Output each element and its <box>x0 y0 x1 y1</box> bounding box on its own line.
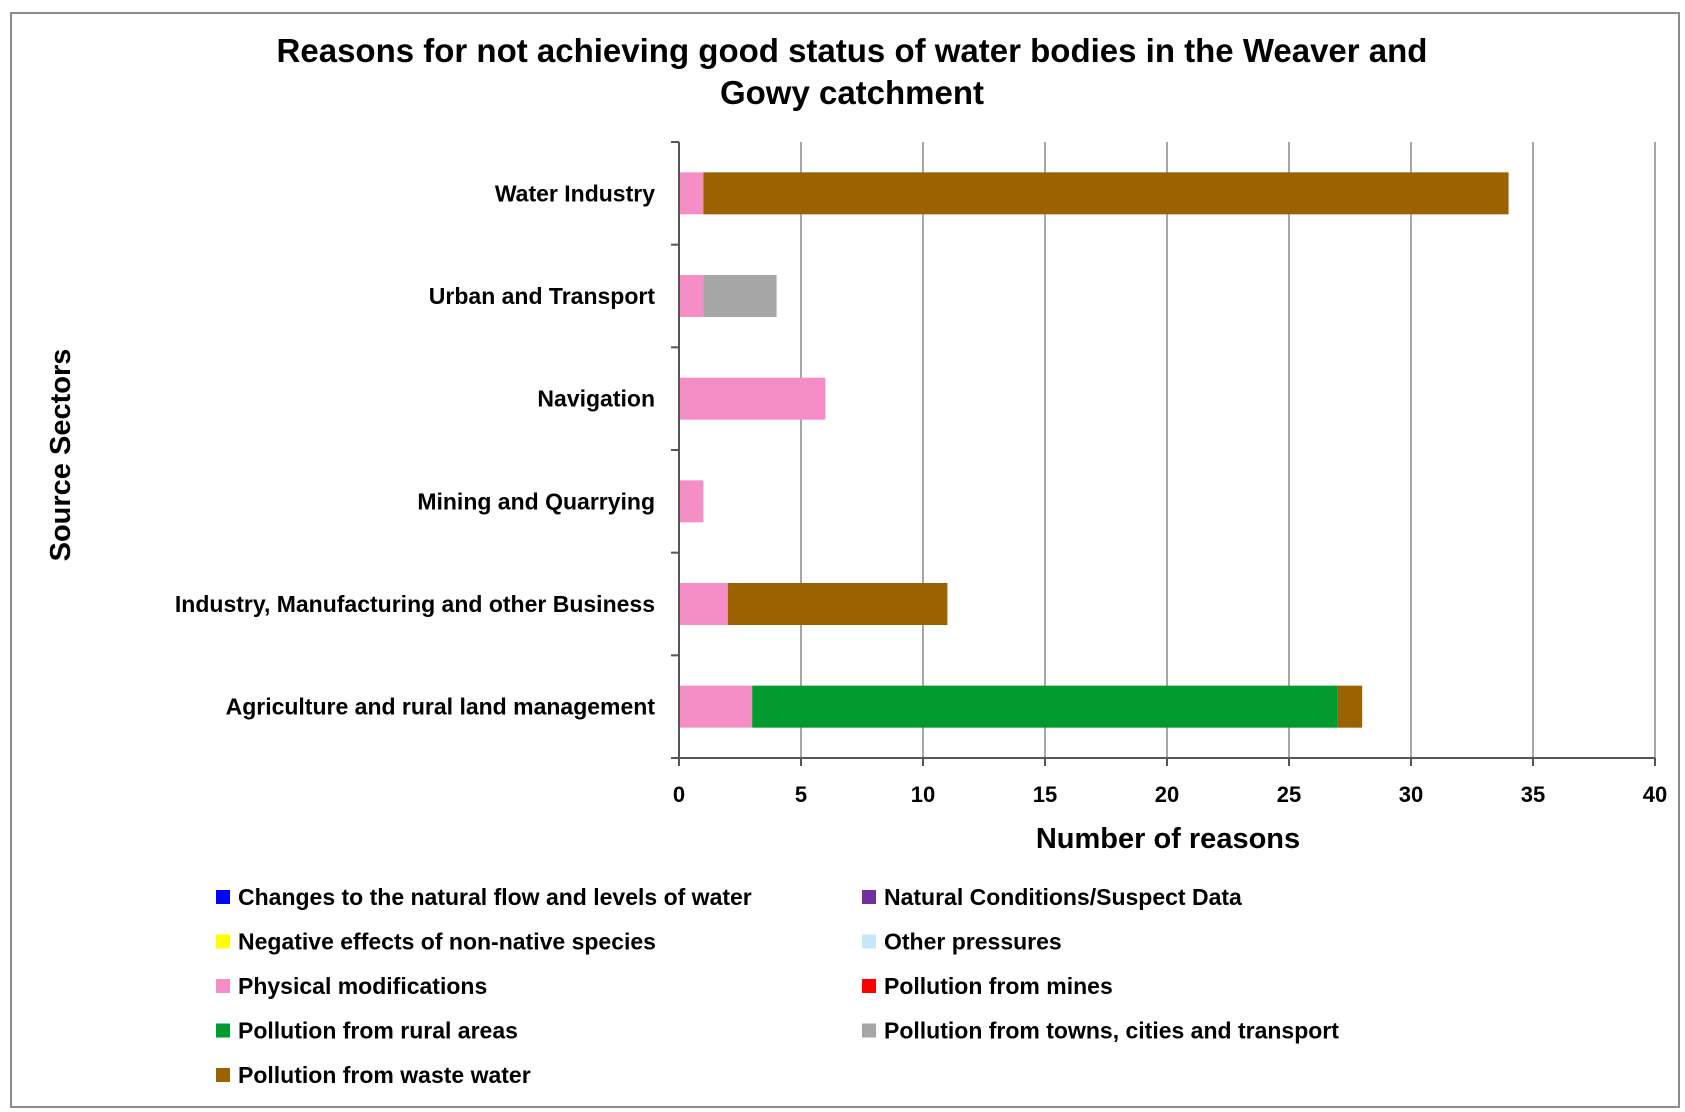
legend-label: Natural Conditions/Suspect Data <box>884 884 1242 910</box>
legend-label: Changes to the natural flow and levels o… <box>238 884 752 910</box>
legend-item: Pollution from mines <box>862 973 1113 999</box>
legend-label: Pollution from mines <box>884 973 1113 999</box>
bar-segment <box>703 275 777 317</box>
legend: Changes to the natural flow and levels o… <box>216 884 1339 1088</box>
bar-segment <box>679 480 704 523</box>
legend-label: Negative effects of non-native species <box>238 929 656 955</box>
legend-item: Physical modifications <box>216 973 487 999</box>
bar-segment <box>679 685 753 728</box>
legend-item: Pollution from rural areas <box>216 1018 518 1044</box>
category-label: Mining and Quarrying <box>417 488 655 514</box>
x-tick-label: 15 <box>1033 782 1057 807</box>
legend-swatch <box>862 979 876 993</box>
x-tick-label: 40 <box>1643 782 1667 807</box>
category-label: Urban and Transport <box>429 283 656 309</box>
category-label: Navigation <box>537 386 655 412</box>
x-tick-label: 35 <box>1521 782 1545 807</box>
legend-swatch <box>216 934 230 949</box>
x-tick-label: 25 <box>1277 782 1301 807</box>
legend-label: Pollution from waste water <box>238 1062 531 1088</box>
bar-segment <box>727 583 948 625</box>
category-label: Water Industry <box>495 180 655 206</box>
chart-title-line-1: Reasons for not achieving good status of… <box>277 32 1428 69</box>
legend-swatch <box>862 1023 876 1038</box>
category-labels: Water Industry Urban and Transport Navigat… <box>175 180 655 719</box>
legend-swatch <box>216 890 230 904</box>
legend-swatch <box>862 890 876 904</box>
category-label: Agriculture and rural land management <box>226 694 656 720</box>
bar-segment <box>703 172 1509 215</box>
legend-item: Pollution from towns, cities and transpo… <box>862 1018 1339 1044</box>
bar-segment <box>679 377 826 420</box>
bars <box>679 172 1509 728</box>
legend-swatch <box>216 979 230 993</box>
x-tick-label: 10 <box>911 782 935 807</box>
legend-item: Negative effects of non-native species <box>216 929 656 955</box>
legend-item: Natural Conditions/Suspect Data <box>862 884 1242 910</box>
axes <box>671 141 1656 766</box>
x-axis-title: Number of reasons <box>1036 823 1300 855</box>
x-tick-label: 20 <box>1155 782 1179 807</box>
x-tick-label: 5 <box>795 782 807 807</box>
x-tick-label: 30 <box>1399 782 1423 807</box>
legend-label: Pollution from rural areas <box>238 1018 518 1044</box>
legend-item: Pollution from waste water <box>216 1062 531 1088</box>
legend-item: Other pressures <box>862 929 1062 955</box>
bar-segment <box>679 583 728 625</box>
chart-title-line-2: Gowy catchment <box>720 74 984 111</box>
y-axis-title: Source Sectors <box>45 349 77 562</box>
bar-segment <box>1337 685 1363 728</box>
chart-title: Reasons for not achieving good status of… <box>277 32 1428 111</box>
legend-item: Changes to the natural flow and levels o… <box>216 884 752 910</box>
x-tick-label: 0 <box>673 782 685 807</box>
legend-swatch <box>216 1023 230 1038</box>
bar-segment <box>679 172 704 215</box>
x-tick-labels: 0 5 10 15 20 25 30 35 40 <box>673 782 1667 807</box>
legend-swatch <box>862 934 876 949</box>
legend-swatch <box>216 1068 230 1082</box>
gridlines <box>800 142 1656 758</box>
legend-label: Other pressures <box>884 929 1062 955</box>
bar-segment <box>679 275 704 317</box>
legend-label: Physical modifications <box>238 973 487 999</box>
legend-label: Pollution from towns, cities and transpo… <box>884 1018 1339 1044</box>
category-label: Industry, Manufacturing and other Busine… <box>175 591 655 617</box>
bar-segment <box>752 685 1338 728</box>
